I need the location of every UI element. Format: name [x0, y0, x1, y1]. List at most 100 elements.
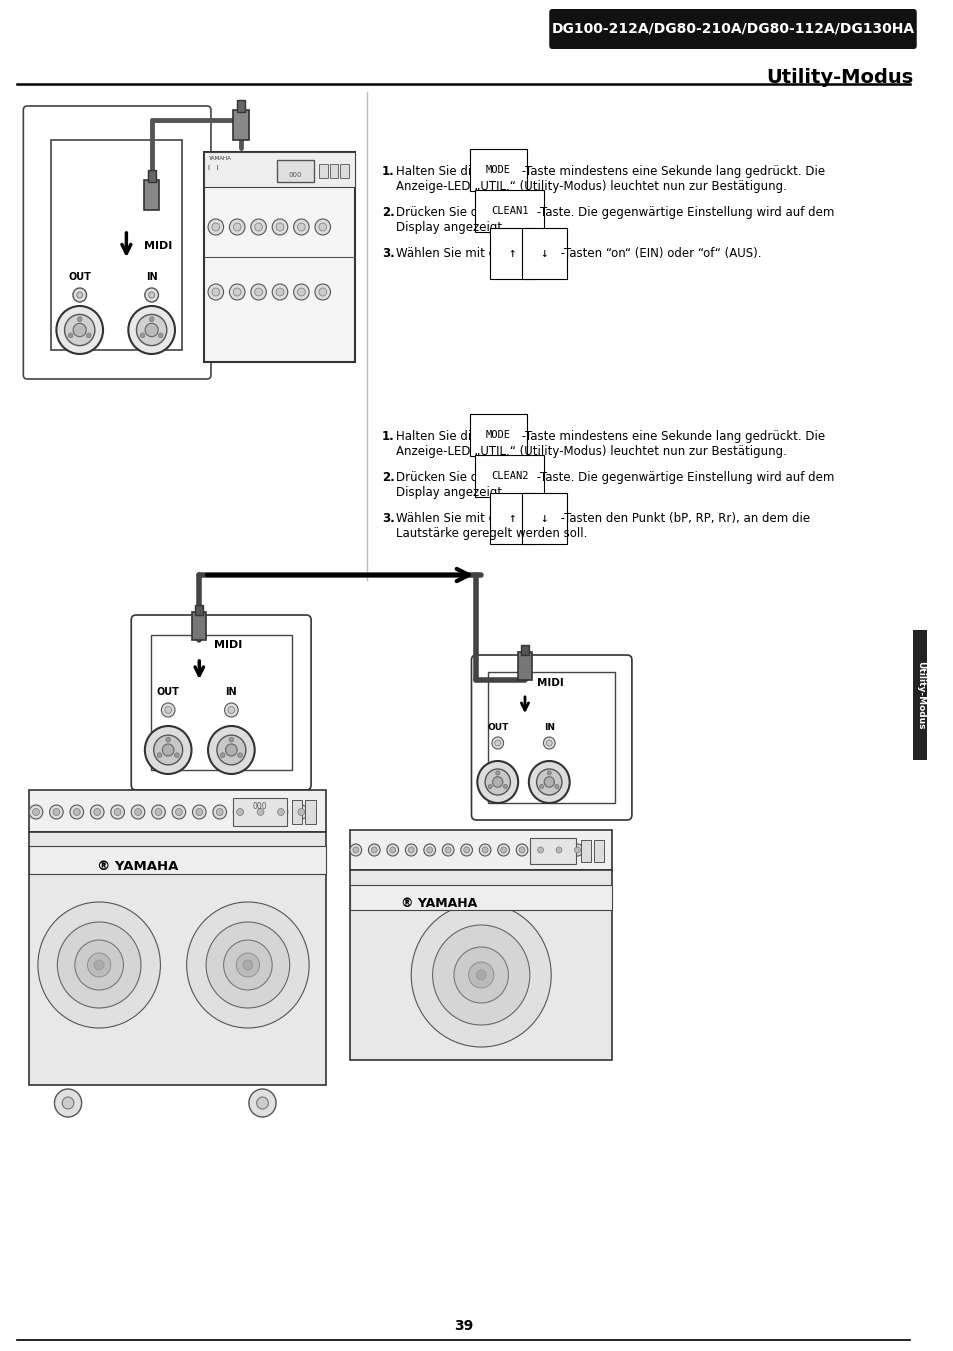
Circle shape [145, 288, 158, 303]
Circle shape [225, 744, 237, 757]
Circle shape [233, 805, 247, 819]
Text: CLEAN2: CLEAN2 [491, 471, 528, 481]
Circle shape [111, 805, 124, 819]
Circle shape [297, 808, 304, 816]
Circle shape [454, 947, 508, 1002]
Text: Wählen Sie mit den: Wählen Sie mit den [395, 512, 514, 526]
Circle shape [224, 703, 238, 717]
Bar [488, 671, 615, 802]
Circle shape [187, 902, 309, 1028]
Bar [30, 790, 325, 832]
Circle shape [294, 805, 308, 819]
Text: 000: 000 [289, 172, 302, 178]
Circle shape [555, 785, 558, 789]
Circle shape [547, 771, 551, 775]
Circle shape [157, 753, 162, 758]
Circle shape [272, 219, 288, 235]
Circle shape [318, 223, 326, 231]
Circle shape [65, 315, 94, 346]
Circle shape [445, 847, 451, 852]
Text: OUT: OUT [487, 723, 508, 732]
Circle shape [228, 707, 234, 713]
Bar [517, 653, 531, 680]
Circle shape [229, 219, 245, 235]
Bar [51, 141, 182, 350]
Circle shape [62, 1097, 73, 1109]
Bar [520, 644, 528, 655]
Circle shape [229, 738, 233, 742]
Circle shape [166, 738, 171, 742]
Bar [329, 163, 338, 178]
Circle shape [546, 740, 552, 746]
Circle shape [488, 785, 492, 789]
Circle shape [72, 288, 87, 303]
Text: IN: IN [225, 688, 237, 697]
Circle shape [249, 1089, 275, 1117]
Text: Display angezeigt.: Display angezeigt. [395, 222, 505, 234]
Circle shape [145, 323, 158, 336]
FancyBboxPatch shape [471, 655, 631, 820]
Bar [30, 832, 325, 1085]
Circle shape [152, 805, 165, 819]
Bar [580, 840, 591, 862]
Circle shape [571, 844, 582, 857]
Circle shape [463, 847, 469, 852]
Circle shape [492, 777, 502, 788]
Text: Halten Sie die: Halten Sie die [395, 165, 481, 178]
Text: 2.: 2. [381, 205, 395, 219]
Circle shape [528, 761, 569, 802]
Circle shape [155, 808, 162, 816]
Circle shape [70, 805, 84, 819]
Circle shape [132, 805, 145, 819]
Bar [276, 159, 314, 182]
Circle shape [30, 805, 43, 819]
Circle shape [220, 753, 225, 758]
Circle shape [423, 844, 436, 857]
Text: /: / [524, 512, 536, 526]
Circle shape [497, 844, 509, 857]
Circle shape [74, 940, 123, 990]
Circle shape [556, 847, 561, 852]
Text: -Taste. Die gegenwärtige Einstellung wird auf dem: -Taste. Die gegenwärtige Einstellung wir… [532, 205, 833, 219]
Circle shape [476, 761, 517, 802]
Circle shape [274, 805, 288, 819]
Circle shape [574, 847, 579, 852]
Circle shape [93, 808, 100, 816]
Text: Anzeige-LED „UTIL.“ (Utility-Modus) leuchtet nun zur Bestätigung.: Anzeige-LED „UTIL.“ (Utility-Modus) leuc… [395, 180, 785, 193]
Bar [233, 109, 249, 141]
Circle shape [297, 288, 305, 296]
Circle shape [73, 323, 86, 336]
Circle shape [77, 292, 83, 299]
Text: 2.: 2. [381, 471, 395, 484]
Circle shape [161, 703, 174, 717]
Circle shape [492, 738, 503, 748]
FancyBboxPatch shape [132, 615, 311, 790]
Circle shape [411, 902, 551, 1047]
Circle shape [172, 805, 186, 819]
Circle shape [145, 725, 192, 774]
Circle shape [387, 844, 398, 857]
Circle shape [251, 219, 266, 235]
Bar [350, 870, 612, 1061]
Circle shape [233, 223, 241, 231]
Bar [148, 170, 155, 182]
Text: 39: 39 [454, 1319, 473, 1333]
Circle shape [54, 1089, 82, 1117]
Circle shape [442, 844, 454, 857]
Circle shape [405, 844, 416, 857]
Circle shape [426, 847, 432, 852]
Circle shape [256, 1097, 268, 1109]
Bar [292, 800, 302, 824]
Circle shape [294, 284, 309, 300]
Circle shape [140, 332, 145, 338]
Bar [193, 612, 206, 640]
Text: CLEAN1: CLEAN1 [491, 205, 528, 216]
Circle shape [77, 316, 82, 322]
Circle shape [149, 292, 154, 299]
Bar [233, 798, 287, 825]
Text: MIDI: MIDI [213, 640, 242, 650]
Text: -Taste mindestens eine Sekunde lang gedrückt. Die: -Taste mindestens eine Sekunde lang gedr… [517, 430, 824, 443]
Circle shape [518, 847, 524, 852]
Text: -Taste mindestens eine Sekunde lang gedrückt. Die: -Taste mindestens eine Sekunde lang gedr… [517, 165, 824, 178]
Text: Display angezeigt.: Display angezeigt. [395, 486, 505, 499]
